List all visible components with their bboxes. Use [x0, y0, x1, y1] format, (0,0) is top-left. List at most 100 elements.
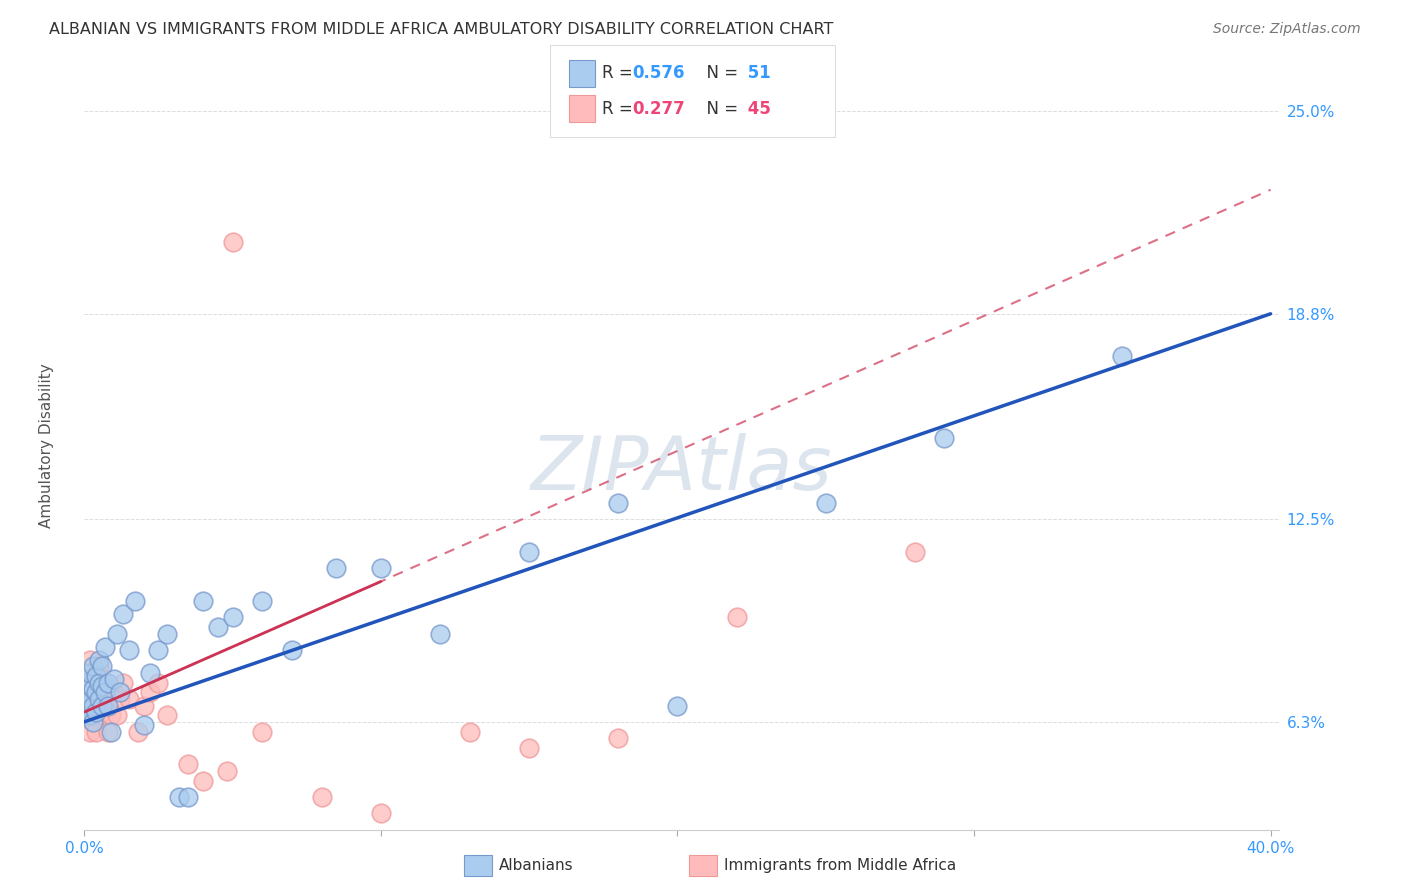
Point — [89, 708, 111, 723]
Point — [82, 714, 104, 729]
Point — [76, 675, 98, 690]
Point — [252, 594, 274, 608]
Point — [124, 594, 146, 608]
Point — [517, 741, 540, 756]
Point — [207, 620, 229, 634]
Point — [79, 665, 101, 680]
Point — [156, 626, 179, 640]
Text: N =: N = — [696, 64, 744, 82]
Point — [76, 685, 98, 699]
Point — [156, 708, 179, 723]
Point — [84, 698, 107, 713]
Point — [108, 685, 131, 699]
Text: 0.576: 0.576 — [633, 64, 685, 82]
Text: ZIPAtlas: ZIPAtlas — [531, 433, 832, 505]
Point — [89, 692, 111, 706]
Point — [91, 659, 114, 673]
Point — [111, 607, 134, 621]
Point — [94, 675, 117, 690]
Point — [118, 643, 141, 657]
Point — [429, 626, 451, 640]
Point — [148, 643, 170, 657]
Point — [79, 708, 101, 723]
Point — [221, 610, 243, 624]
Point — [118, 692, 141, 706]
Point — [814, 496, 837, 510]
Point — [84, 669, 107, 683]
Point — [89, 685, 111, 699]
Point — [89, 675, 111, 690]
Point — [89, 653, 111, 667]
Point — [148, 675, 170, 690]
Point — [281, 643, 304, 657]
Point — [97, 698, 120, 713]
Point — [191, 594, 214, 608]
Point — [127, 724, 149, 739]
Point — [1111, 349, 1133, 363]
Point — [76, 708, 98, 723]
Point — [177, 789, 200, 804]
Point — [84, 705, 107, 719]
Point — [82, 692, 104, 706]
Point — [725, 610, 748, 624]
Point — [138, 685, 160, 699]
Text: Source: ZipAtlas.com: Source: ZipAtlas.com — [1213, 22, 1361, 37]
Point — [84, 675, 107, 690]
Point — [607, 496, 630, 510]
Point — [132, 718, 155, 732]
Point — [97, 675, 120, 690]
Text: R =: R = — [602, 100, 638, 118]
Point — [82, 714, 104, 729]
Text: Immigrants from Middle Africa: Immigrants from Middle Africa — [724, 858, 956, 872]
Point — [215, 764, 238, 778]
Point — [252, 724, 274, 739]
Point — [177, 757, 200, 772]
Point — [82, 659, 104, 673]
Point — [94, 698, 117, 713]
Point — [79, 653, 101, 667]
Point — [100, 708, 122, 723]
Point — [607, 731, 630, 746]
Point — [97, 698, 120, 713]
Point — [79, 724, 101, 739]
Point — [458, 724, 481, 739]
Point — [100, 724, 122, 739]
Point — [91, 692, 114, 706]
Point — [91, 698, 114, 713]
Text: 45: 45 — [742, 100, 772, 118]
Point — [79, 679, 101, 693]
Text: R =: R = — [602, 64, 638, 82]
Point — [666, 698, 689, 713]
Point — [76, 692, 98, 706]
Point — [934, 431, 956, 445]
Text: Ambulatory Disability: Ambulatory Disability — [38, 364, 53, 528]
Point — [79, 698, 101, 713]
Point — [84, 685, 107, 699]
Point — [108, 692, 131, 706]
Point — [91, 679, 114, 693]
Point — [79, 692, 101, 706]
Point — [97, 724, 120, 739]
Point — [517, 545, 540, 559]
Point — [132, 698, 155, 713]
Point — [904, 545, 927, 559]
Text: N =: N = — [696, 100, 744, 118]
Point — [103, 673, 125, 687]
Point — [94, 685, 117, 699]
Point — [76, 665, 98, 680]
Text: 0.277: 0.277 — [633, 100, 686, 118]
Point — [82, 673, 104, 687]
Point — [82, 698, 104, 713]
Text: ALBANIAN VS IMMIGRANTS FROM MIDDLE AFRICA AMBULATORY DISABILITY CORRELATION CHAR: ALBANIAN VS IMMIGRANTS FROM MIDDLE AFRIC… — [49, 22, 834, 37]
Point — [89, 659, 111, 673]
Text: 51: 51 — [742, 64, 770, 82]
Point — [103, 685, 125, 699]
Point — [82, 682, 104, 697]
Point — [105, 626, 128, 640]
Point — [76, 698, 98, 713]
Point — [370, 806, 392, 821]
Point — [91, 673, 114, 687]
Point — [167, 789, 190, 804]
Point — [191, 773, 214, 788]
Point — [84, 724, 107, 739]
